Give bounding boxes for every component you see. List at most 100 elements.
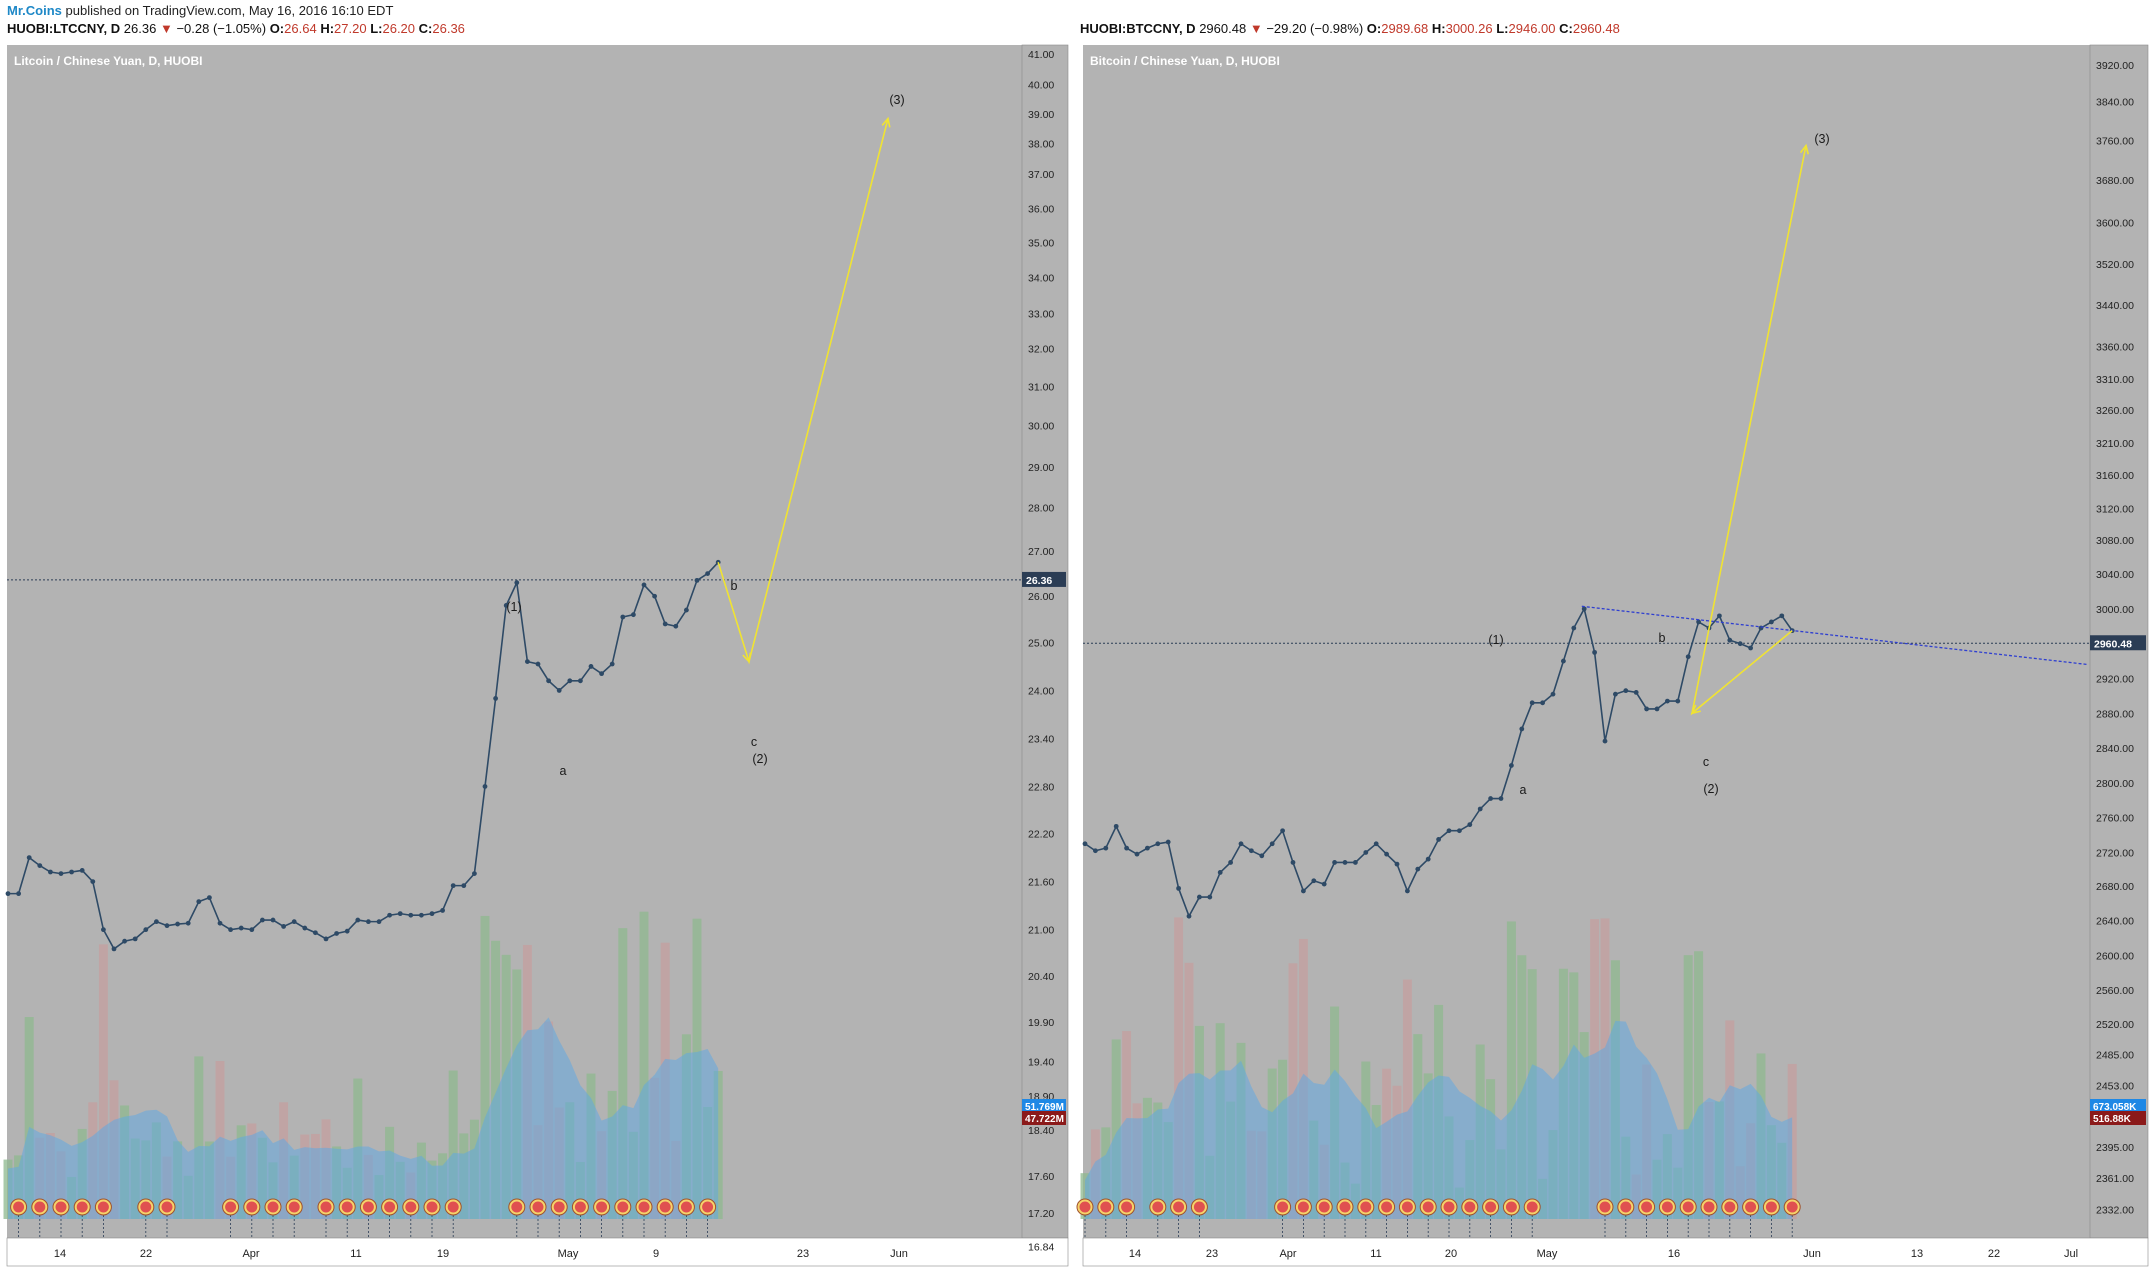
left-price-point <box>143 927 149 933</box>
left-volume-bar <box>660 942 670 1219</box>
left-event-marker-core <box>288 1201 300 1213</box>
left-volume-bar <box>607 1090 617 1219</box>
left-x-tick-label: 23 <box>797 1248 809 1260</box>
right-volume-bar <box>1683 955 1693 1219</box>
left-volume-bar <box>279 1102 289 1219</box>
right-event-marker-core <box>1079 1201 1091 1213</box>
left-price-point <box>376 919 382 925</box>
left-y-tick-label: 21.00 <box>1028 925 1054 937</box>
left-volume-tag-bg <box>1022 1111 1066 1125</box>
left-price-point <box>641 582 647 588</box>
left-volume-bar <box>565 1102 575 1219</box>
left-high: 27.20 <box>334 21 367 36</box>
left-price-point <box>154 919 159 925</box>
right-price-point <box>1665 698 1670 704</box>
left-price-point <box>408 912 414 918</box>
left-y-tick-label: 35.00 <box>1028 237 1054 249</box>
right-volume-bar <box>1111 1039 1121 1219</box>
left-volume-bar <box>130 1138 140 1219</box>
left-price-point <box>705 571 710 576</box>
right-price-point <box>1529 700 1535 706</box>
left-volume-bar <box>204 1141 214 1219</box>
left-volume-bar <box>491 940 501 1219</box>
left-volume-bar <box>650 1077 660 1219</box>
left-y-tick-label: 36.00 <box>1028 203 1054 215</box>
right-volume-bar <box>1475 1044 1485 1219</box>
right-y-tick-label: 2332.00 <box>2096 1205 2134 1217</box>
left-last-price-tag-bg <box>1022 571 1066 587</box>
left-price-point <box>217 920 223 926</box>
right-volume-bar <box>1257 1131 1267 1219</box>
right-event-marker-core <box>1505 1201 1517 1213</box>
left-x-tick-label: 22 <box>140 1248 152 1260</box>
right-price-point <box>1269 841 1275 847</box>
right-event-marker-core <box>1682 1201 1694 1213</box>
left-y-tick-label: 31.00 <box>1028 382 1054 394</box>
left-event-marker-core <box>384 1201 396 1213</box>
left-event-marker-core <box>140 1201 152 1213</box>
right-volume-bar <box>1413 1034 1423 1219</box>
right-y-tick-label: 2600.00 <box>2096 950 2134 962</box>
left-price-point <box>164 923 170 929</box>
left-volume-bar <box>300 1134 310 1219</box>
right-price-point <box>1373 841 1379 847</box>
left-y-tick-label: 40.00 <box>1028 80 1054 92</box>
left-y-tick-label: 17.20 <box>1028 1208 1054 1220</box>
left-y-tick-label: 37.00 <box>1028 169 1054 181</box>
left-price-point <box>567 678 573 684</box>
left-event-marker-core <box>362 1201 374 1213</box>
author-link[interactable]: Mr.Coins <box>7 3 62 18</box>
right-volume-bar <box>1226 1101 1236 1219</box>
left-volume-bar <box>533 1125 543 1219</box>
left-volume-bar <box>385 1126 395 1219</box>
left-y-tick-label: 24.00 <box>1028 685 1054 697</box>
left-volume-bar <box>427 1160 437 1219</box>
right-volume-bar <box>1714 1101 1724 1219</box>
right-volume-bar <box>1673 1167 1683 1219</box>
right-y-tick-label: 2640.00 <box>2096 916 2134 928</box>
right-y-tick-label: 2800.00 <box>2096 778 2134 790</box>
right-volume-bar <box>1746 1123 1756 1219</box>
right-volume-tag: 673.058K <box>2093 1102 2137 1113</box>
left-event-marker-core <box>97 1201 109 1213</box>
right-x-tick-label: 13 <box>1911 1248 1923 1260</box>
right-price-point <box>1602 738 1608 744</box>
left-price-point <box>249 927 255 933</box>
left-price-point <box>503 603 509 608</box>
right-volume-bar <box>1090 1129 1100 1219</box>
left-open: 26.64 <box>284 21 317 36</box>
right-price-point <box>1540 700 1545 706</box>
left-volume-bar <box>575 1161 585 1219</box>
right-volume-tag-bg <box>2090 1099 2146 1113</box>
left-volume-bar <box>522 944 532 1219</box>
left-price-point <box>260 917 265 923</box>
left-pane: 41.00 40.00 39.00 38.00 37.00 36.00 35.00 34.00… <box>3 44 1069 1267</box>
left-y-tick-label: 17.60 <box>1028 1171 1054 1183</box>
right-event-marker-core <box>1620 1201 1632 1213</box>
left-price-point <box>588 664 594 669</box>
left-volume-bar <box>469 1119 479 1219</box>
right-volume-bar <box>1205 1155 1215 1219</box>
left-volume-bar <box>98 944 108 1219</box>
right-price-point <box>1519 726 1525 732</box>
right-last-price-tag: 2960.48 <box>2094 638 2132 650</box>
left-high-label: H: <box>320 21 335 36</box>
left-price-point <box>111 946 117 952</box>
left-volume-bar <box>671 1140 681 1219</box>
left-price-point <box>366 919 371 925</box>
right-down-arrow-icon: ▼ <box>1249 21 1263 36</box>
published-text: published on TradingView.com, May 16, 20… <box>65 3 394 18</box>
right-volume-bar <box>1610 960 1620 1219</box>
left-price-point <box>556 688 562 693</box>
right-symbol: HUOBI:BTCCNY, D <box>1080 21 1196 36</box>
left-event-marker-core <box>638 1201 650 1213</box>
right-price-point <box>1633 689 1639 695</box>
right-price-point <box>1186 913 1192 919</box>
right-price-point <box>1685 654 1691 660</box>
left-volume-ma-area <box>8 1017 719 1219</box>
left-price-point <box>207 895 212 901</box>
right-price-point <box>1353 860 1358 865</box>
right-y-tick-label: 2485.00 <box>2096 1049 2134 1061</box>
right-event-marker-core <box>1485 1201 1497 1213</box>
